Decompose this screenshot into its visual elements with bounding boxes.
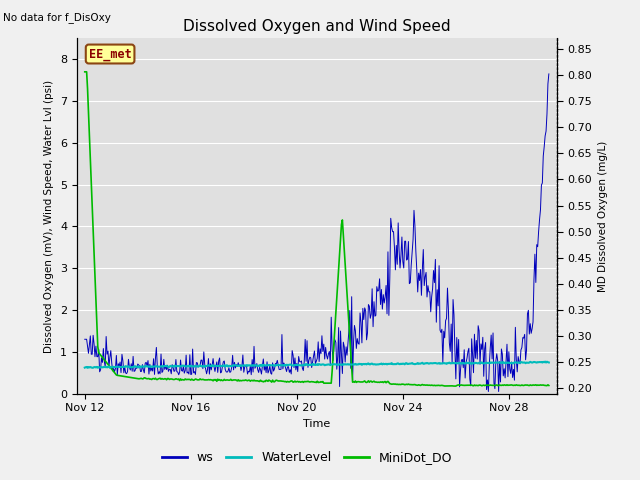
Text: EE_met: EE_met: [89, 48, 131, 60]
Y-axis label: Dissolved Oxygen (mV), Wind Speed, Water Lvl (psi): Dissolved Oxygen (mV), Wind Speed, Water…: [44, 79, 54, 353]
X-axis label: Time: Time: [303, 419, 330, 429]
Text: No data for f_DisOxy: No data for f_DisOxy: [3, 12, 111, 23]
Legend: ws, WaterLevel, MiniDot_DO: ws, WaterLevel, MiniDot_DO: [157, 446, 458, 469]
Y-axis label: MD Dissolved Oxygen (mg/L): MD Dissolved Oxygen (mg/L): [598, 140, 607, 292]
Title: Dissolved Oxygen and Wind Speed: Dissolved Oxygen and Wind Speed: [183, 20, 451, 35]
